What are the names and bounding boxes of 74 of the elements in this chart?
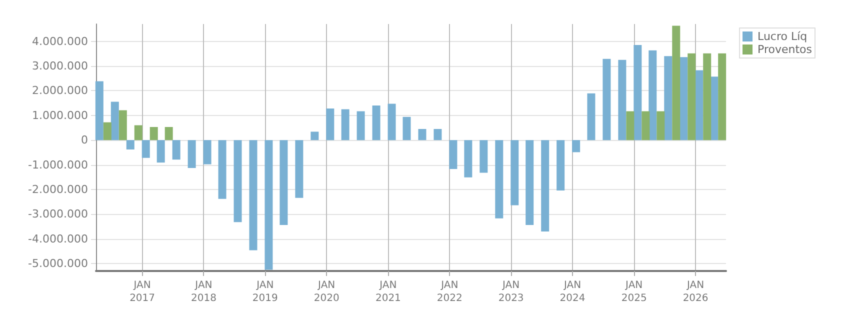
bar — [103, 122, 112, 140]
bar — [326, 108, 334, 140]
bar — [510, 140, 519, 206]
y-tick-label: 2.000.000 — [32, 84, 88, 98]
y-tick-label: 0 — [81, 134, 88, 147]
bar — [118, 110, 127, 140]
bar — [434, 128, 442, 140]
bar — [626, 111, 634, 140]
bar — [418, 128, 426, 140]
x-tick-label: JAN 2026 — [682, 280, 708, 304]
bar — [203, 140, 212, 164]
bar — [556, 140, 565, 190]
bar — [672, 26, 680, 140]
bar — [541, 140, 550, 232]
bar — [218, 140, 226, 199]
bar — [110, 102, 119, 140]
y-tick-label: -4.000.000 — [28, 232, 88, 246]
bar — [526, 140, 534, 226]
y-tick-label: -2.000.000 — [28, 182, 88, 196]
x-tick-label: JAN 2017 — [130, 280, 156, 304]
bar — [264, 140, 273, 270]
x-tick-label: JAN 2025 — [621, 280, 647, 304]
bar — [480, 140, 488, 173]
x-tick-label: JAN 2022 — [436, 280, 462, 304]
y-tick-label: 3.000.000 — [32, 59, 88, 72]
bar — [664, 56, 672, 140]
bar — [341, 109, 350, 140]
bar — [150, 127, 158, 140]
bar — [648, 50, 657, 140]
bar — [642, 111, 650, 140]
y-tick-label: 4.000.000 — [32, 34, 88, 48]
bar — [249, 140, 258, 250]
bar — [295, 140, 304, 198]
bar — [618, 60, 626, 140]
bar — [703, 53, 712, 140]
bar — [172, 140, 180, 160]
bar — [464, 140, 472, 178]
bar — [356, 111, 365, 140]
bar — [688, 53, 696, 140]
legend-label: Lucro Líq — [758, 30, 808, 43]
bar — [495, 140, 504, 218]
bar — [572, 140, 580, 152]
bar — [234, 140, 242, 222]
bar — [388, 104, 396, 140]
bar — [402, 116, 411, 140]
bar — [310, 132, 319, 140]
bar — [372, 106, 380, 140]
x-tick-label: JAN 2021 — [375, 280, 401, 304]
bar — [126, 140, 134, 150]
y-tick-label: -1.000.000 — [28, 158, 88, 172]
x-tick-label: JAN 2019 — [252, 280, 278, 304]
bar — [602, 58, 611, 140]
bar — [587, 93, 596, 140]
bar — [142, 140, 150, 158]
bar — [156, 140, 165, 163]
x-tick-label: JAN 2020 — [314, 280, 340, 304]
bar — [188, 140, 196, 168]
x-tick-label: JAN 2024 — [560, 280, 586, 304]
bar — [134, 125, 142, 140]
y-tick-label: 1.000.000 — [32, 108, 88, 122]
x-tick-label: JAN 2023 — [498, 280, 524, 304]
bar — [95, 81, 104, 140]
bar — [449, 140, 458, 169]
bar — [695, 70, 704, 140]
x-tick-label: JAN 2018 — [190, 280, 216, 304]
bar — [680, 57, 688, 140]
legend-label: Proventos — [758, 43, 812, 56]
bar — [164, 127, 173, 140]
bar — [718, 53, 726, 140]
bar — [280, 140, 288, 226]
bar — [656, 111, 665, 140]
bar — [634, 44, 642, 140]
y-tick-label: -5.000.000 — [28, 257, 88, 270]
y-tick-label: -3.000.000 — [28, 208, 88, 221]
